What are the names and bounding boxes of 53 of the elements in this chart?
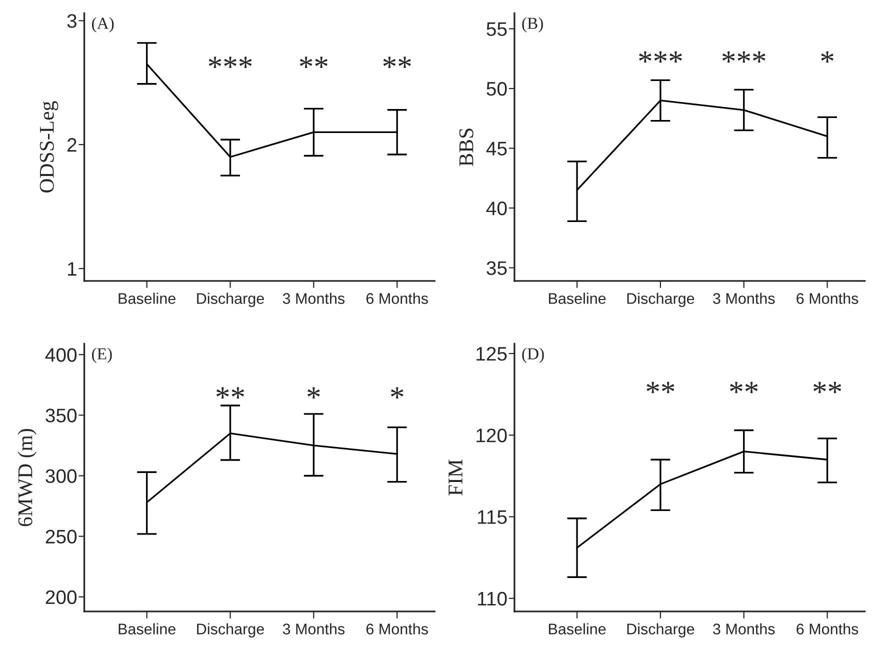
x-tick-label: 6 Months [796,623,858,634]
y-tick-label: 300 [46,469,77,483]
y-axis-title: ODSS-Leg [40,101,58,193]
x-tick-label: 3 Months [282,623,345,634]
y-tick-label: 55 [486,22,507,36]
x-tick-label: Discharge [197,623,264,638]
y-tick-label: 200 [46,590,77,604]
annotation: (A) [92,17,114,32]
x-tick-label: 3 Months [713,292,775,304]
y-tick-label: 2 [67,138,76,152]
x-tick-label: Baseline [118,623,176,634]
annotation: (B) [522,17,543,32]
annotation: * [821,51,834,63]
x-tick-label: 6 Months [366,292,428,304]
y-axis-title: FIM [448,460,462,496]
y-tick-label: 1 [68,262,76,276]
annotation: ** [646,382,674,394]
x-tick-label: 6 Months [796,292,858,304]
annotation: * [308,387,320,398]
y-tick-label: 40 [486,201,507,216]
y-axis-title: BBS [459,128,474,166]
annotation: (D) [522,348,544,363]
annotation: ** [730,382,758,394]
x-tick-label: Baseline [548,623,606,634]
x-tick-label: Discharge [627,623,694,638]
y-tick-label: 3 [67,14,76,28]
x-tick-label: 3 Months [282,292,345,304]
annotation: ** [383,56,411,68]
annotation: ** [216,387,244,398]
x-tick-label: Discharge [197,292,264,307]
x-tick-label: Baseline [548,292,606,304]
y-tick-label: 120 [476,428,507,442]
annotation: *** [639,51,682,63]
x-tick-label: Baseline [118,292,176,304]
annotation: *** [722,51,766,63]
annotation: (E) [92,348,112,363]
y-tick-label: 350 [46,408,77,422]
y-tick-label: 50 [486,82,507,96]
annotation: ** [814,382,842,394]
y-axis-title: 6MWD (m) [18,429,37,526]
annotation: * [390,387,404,398]
annotation: *** [208,56,252,68]
y-tick-label: 250 [46,530,77,544]
y-tick-label: 45 [486,142,507,156]
y-tick-label: 115 [478,510,507,524]
y-tick-label: 400 [45,348,77,362]
x-tick-label: Discharge [627,292,694,307]
x-tick-label: 6 Months [366,623,428,634]
y-tick-label: 35 [486,261,507,276]
y-tick-label: 110 [478,592,507,606]
y-tick-label: 125 [476,346,507,361]
annotation: ** [300,56,328,68]
x-tick-label: 3 Months [713,623,775,634]
